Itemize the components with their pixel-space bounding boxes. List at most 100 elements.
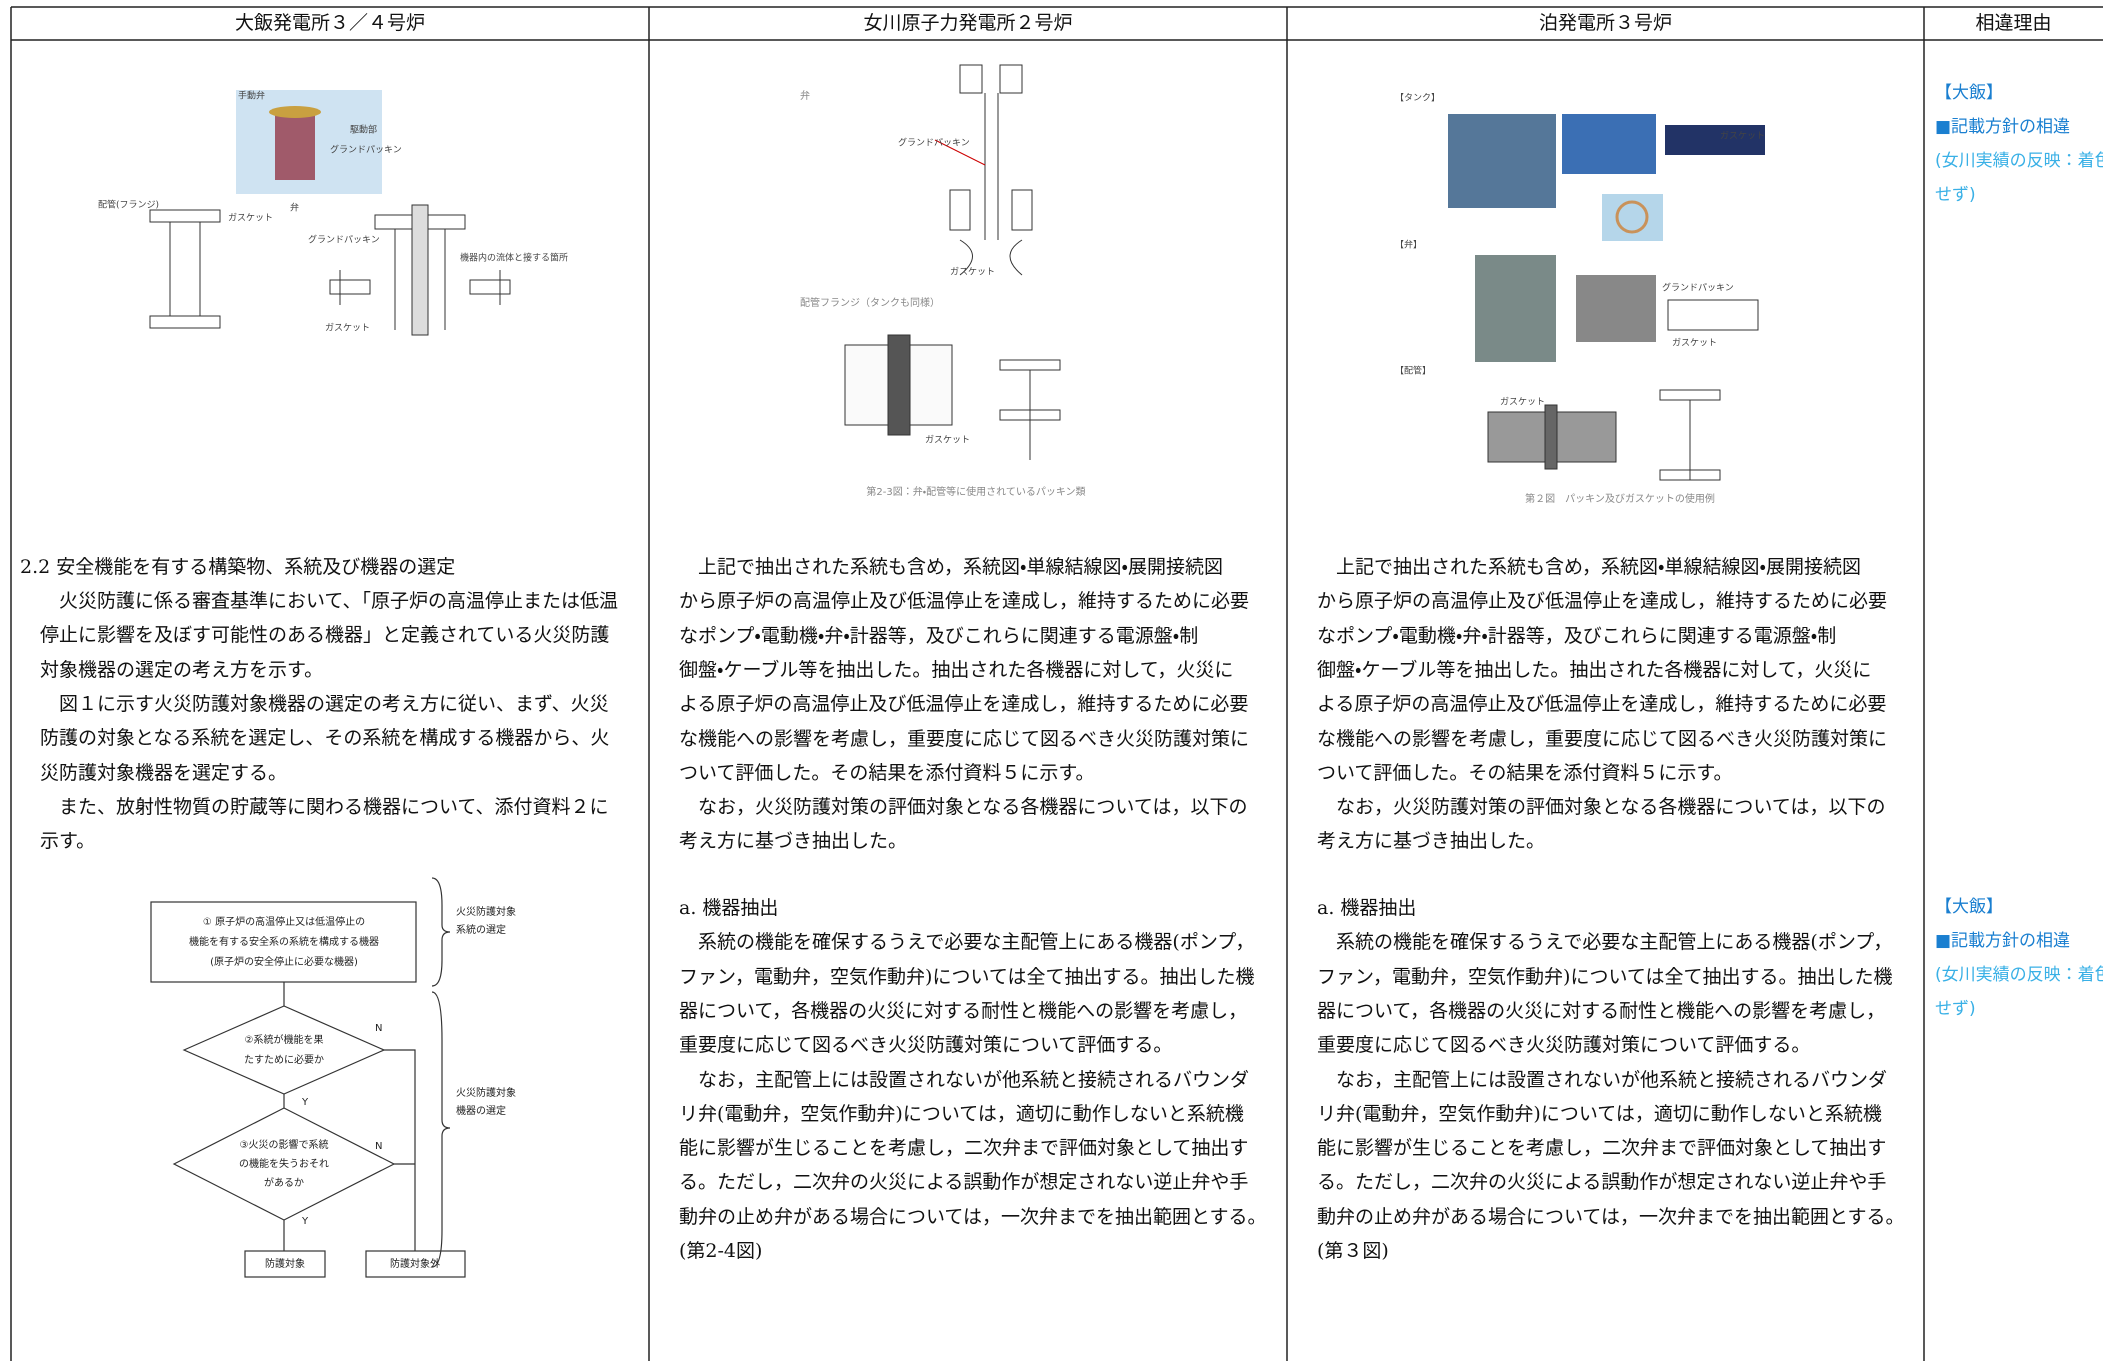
text-line: 2.2 安全機能を有する構築物、系統及び機器の選定 — [20, 556, 456, 578]
text-line: 考え方に基づき抽出した。 — [679, 830, 908, 853]
text-line: 図１に示す火災防護対象機器の選定の考え方に従い、まず、火災 — [40, 692, 609, 715]
svg-text:グランドパッキン: グランドパッキン — [898, 137, 970, 149]
column-header: 相違理由 — [1975, 12, 2052, 34]
text-line: 対象機器の選定の考え方を示す。 — [40, 658, 324, 681]
svg-text:系統の選定: 系統の選定 — [456, 923, 506, 936]
text-line: 停止に影響を及ぼす可能性のある機器」と定義されている火災防護 — [40, 624, 610, 647]
text-line: ついて評価した。その結果を添付資料５に示す。 — [1317, 761, 1733, 784]
svg-text:駆動部: 駆動部 — [350, 125, 377, 136]
text-line: 重要度に応じて図るべき火災防護対策について評価する。 — [1317, 1034, 1811, 1057]
svg-text:弁: 弁 — [290, 202, 299, 214]
text-line: る。ただし，二次弁の火災による誤動作が想定されない逆止弁や手 — [1317, 1171, 1887, 1194]
svg-text:第2-3図：弁・配管等に使用されているパッキン類: 第2-3図：弁・配管等に使用されているパッキン類 — [866, 485, 1085, 498]
text-line: ファン，電動弁，空気作動弁)については全て抽出する。抽出した機 — [679, 965, 1255, 988]
text-line: (第３図) — [1317, 1240, 1389, 1262]
text-line: なお，火災防護対策の評価対象となる各機器については，以下の — [679, 796, 1248, 819]
text-line: よる原子炉の高温停止及び低温停止を達成し，維持するために必要 — [1317, 693, 1887, 716]
svg-text:配管(フランジ): 配管(フランジ) — [98, 199, 159, 211]
svg-text:グランドパッキン: グランドパッキン — [308, 234, 380, 246]
text-line: ついて評価した。その結果を添付資料５に示す。 — [679, 761, 1095, 784]
text-line: なポンプ・電動機・弁・計器等，及びこれらに関連する電源盤・制 — [1317, 624, 1837, 647]
svg-text:【弁】: 【弁】 — [1395, 239, 1422, 251]
column-header: 大飯発電所３／４号炉 — [234, 12, 425, 34]
text-line: なお，主配管上には設置されないが他系統と接続されるバウンダ — [679, 1068, 1250, 1091]
svg-text:ガスケット: ガスケット — [1720, 131, 1765, 142]
text-line: よる原子炉の高温停止及び低温停止を達成し，維持するために必要 — [679, 693, 1249, 716]
svg-text:配管フランジ（タンクも同様）: 配管フランジ（タンクも同様） — [800, 296, 940, 309]
note-line: (女川実績の反映：着色 — [1935, 151, 2103, 171]
text-line: 災防護対象機器を選定する。 — [40, 761, 288, 784]
svg-text:ガスケット: ガスケット — [925, 435, 970, 446]
svg-text:Y: Y — [301, 1097, 309, 1108]
svg-text:機器の選定: 機器の選定 — [456, 1104, 506, 1117]
text-line: 重要度に応じて図るべき火災防護対策について評価する。 — [679, 1034, 1173, 1057]
text-line: また、放射性物質の貯蔵等に関わる機器について、添付資料２に — [40, 795, 609, 818]
text-line: 上記で抽出された系統も含め，系統図・単線結線図・展開接続図 — [1317, 556, 1861, 578]
text-line: 上記で抽出された系統も含め，系統図・単線結線図・展開接続図 — [679, 556, 1223, 578]
svg-text:があるか: があるか — [264, 1176, 304, 1189]
svg-text:火災防護対象: 火災防護対象 — [456, 905, 516, 918]
text-line: なお，主配管上には設置されないが他系統と接続されるバウンダ — [1317, 1068, 1888, 1091]
packing-figure-labels: 弁 グランドパッキン ガスケット 配管フランジ（タンクも同様） ガスケット 第2… — [800, 89, 1086, 498]
text-line: る。ただし，二次弁の火災による誤動作が想定されない逆止弁や手 — [679, 1171, 1249, 1194]
text-line: な機能への影響を考慮し，重要度に応じて図るべき火災防護対策に — [679, 727, 1250, 750]
svg-text:機器内の流体と接する箇所: 機器内の流体と接する箇所 — [460, 252, 568, 264]
svg-text:【タンク】: 【タンク】 — [1395, 93, 1440, 104]
text-line: (第2-4図) — [679, 1240, 763, 1262]
text-line: なポンプ・電動機・弁・計器等，及びこれらに関連する電源盤・制 — [679, 624, 1199, 647]
text-line: 考え方に基づき抽出した。 — [1317, 830, 1546, 853]
svg-text:N: N — [375, 1141, 382, 1152]
svg-text:グランドパッキン: グランドパッキン — [330, 144, 402, 156]
svg-text:防護対象外: 防護対象外 — [390, 1257, 440, 1270]
svg-text:機能を有する安全系の系統を構成する機器: 機能を有する安全系の系統を構成する機器 — [189, 935, 379, 948]
gasket-figure-labels: 【タンク】 ガスケット 【弁】 グランドパッキン ガスケット 【配管】 ガスケッ… — [1395, 93, 1765, 506]
table-lines — [10, 6, 2103, 1361]
svg-text:防護対象: 防護対象 — [265, 1257, 305, 1270]
svg-text:ガスケット: ガスケット — [1672, 338, 1717, 349]
text-line: 示す。 — [40, 830, 96, 853]
svg-text:(原子炉の安全停止に必要な機器): (原子炉の安全停止に必要な機器) — [210, 955, 358, 968]
note-line: ■記載方針の相違 — [1935, 117, 2071, 137]
svg-text:火災防護対象: 火災防護対象 — [456, 1086, 516, 1099]
svg-text:① 原子炉の高温停止又は低温停止の: ① 原子炉の高温停止又は低温停止の — [203, 915, 365, 928]
text-line: 系統の機能を確保するうえで必要な主配管上にある機器(ポンプ， — [679, 931, 1255, 954]
text-line: 器について，各機器の火災に対する耐性と機能への影響を考慮し， — [679, 999, 1248, 1022]
packing-figure — [844, 64, 1061, 460]
svg-text:N: N — [375, 1023, 382, 1034]
text-line: ファン，電動弁，空気作動弁)については全て抽出する。抽出した機 — [1317, 965, 1893, 988]
svg-text:ガスケット: ガスケット — [228, 213, 273, 224]
svg-text:たすために必要か: たすために必要か — [244, 1053, 324, 1066]
svg-text:第２図 パッキン及びガスケットの使用例: 第２図 パッキン及びガスケットの使用例 — [1525, 492, 1715, 505]
text-line: 御盤・ケーブル等を抽出した。抽出された各機器に対して，火災に — [1317, 658, 1872, 681]
flowchart-labels: ① 原子炉の高温停止又は低温停止の 機能を有する安全系の系統を構成する機器 (原… — [189, 905, 516, 1270]
column-header: 泊発電所３号炉 — [1538, 12, 1672, 34]
text-line: 能に影響が生じることを考慮し，二次弁まで評価対象として抽出す — [679, 1137, 1249, 1160]
text-line: から原子炉の高温停止及び低温停止を達成し，維持するために必要 — [679, 590, 1250, 613]
note-line: せず) — [1935, 185, 1976, 205]
svg-text:弁: 弁 — [800, 89, 810, 102]
svg-text:の機能を失うおそれ: の機能を失うおそれ — [239, 1157, 329, 1170]
flowchart — [150, 877, 466, 1278]
note-line: ■記載方針の相違 — [1935, 931, 2071, 951]
text-line: なお，火災防護対策の評価対象となる各機器については，以下の — [1317, 796, 1886, 819]
svg-text:ガスケット: ガスケット — [950, 267, 995, 278]
text-line: 御盤・ケーブル等を抽出した。抽出された各機器に対して，火災に — [679, 658, 1234, 681]
text-line: a. 機器抽出 — [679, 897, 779, 919]
text-line: a. 機器抽出 — [1317, 897, 1417, 919]
gasket-figure — [1448, 114, 1765, 481]
text-line: から原子炉の高温停止及び低温停止を達成し，維持するために必要 — [1317, 590, 1888, 613]
svg-text:手動弁: 手動弁 — [238, 90, 265, 102]
column-header: 女川原子力発電所２号炉 — [863, 12, 1073, 34]
svg-text:グランドパッキン: グランドパッキン — [1662, 282, 1734, 294]
note-line: 【大飯】 — [1935, 897, 2003, 917]
svg-text:ガスケット: ガスケット — [1500, 397, 1545, 408]
svg-text:③火災の影響で系統: ③火災の影響で系統 — [240, 1138, 329, 1151]
text-line: 動弁の止め弁がある場合については，一次弁までを抽出範囲とする。 — [679, 1205, 1267, 1228]
valve-figure-labels: 手動弁 駆動部 グランドパッキン 配管(フランジ) 弁 ガスケット グランドパッ… — [98, 90, 568, 334]
text-line: な機能への影響を考慮し，重要度に応じて図るべき火災防護対策に — [1317, 727, 1888, 750]
text-line: リ弁(電動弁，空気作動弁)については，適切に動作しないと系統機 — [1317, 1102, 1882, 1125]
note-line: 【大飯】 — [1935, 83, 2003, 103]
note-line: (女川実績の反映：着色 — [1935, 965, 2103, 985]
